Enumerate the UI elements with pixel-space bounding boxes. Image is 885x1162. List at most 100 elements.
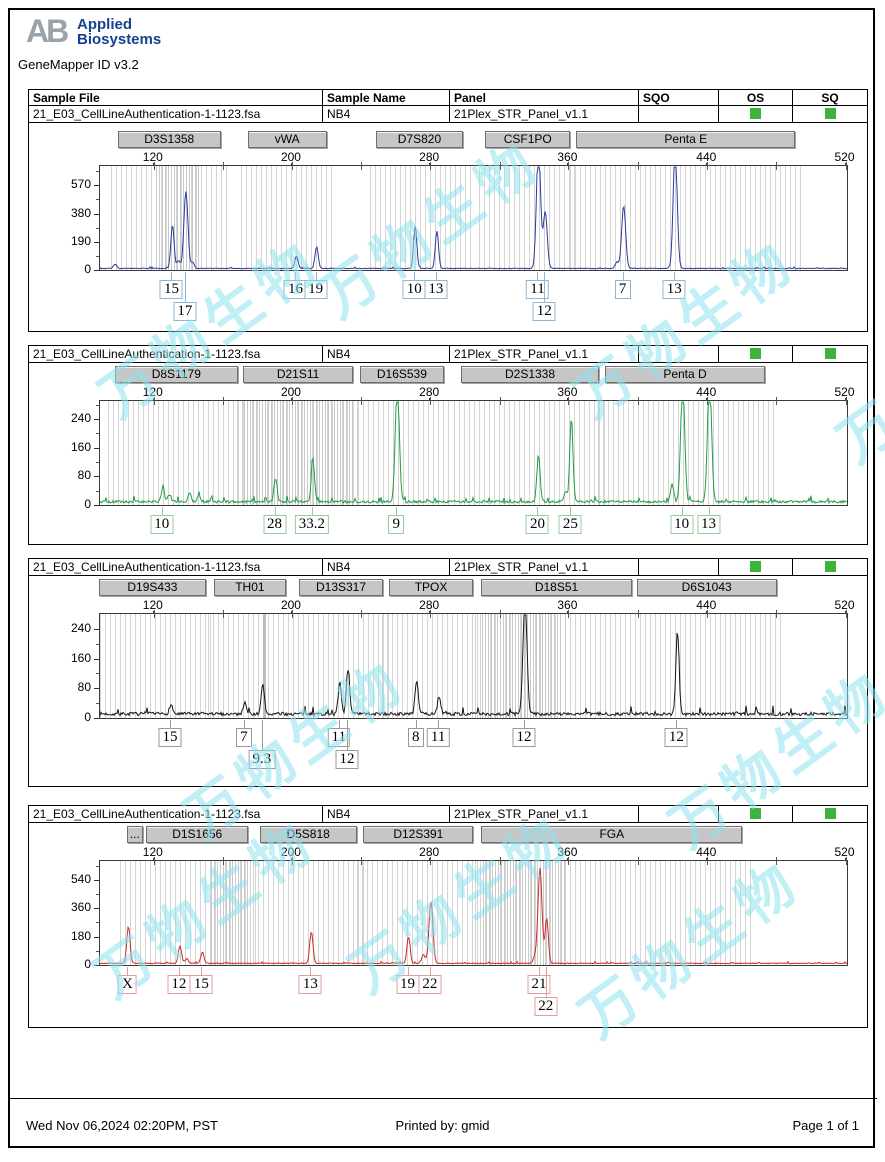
- y-axis-minor-tick: [96, 950, 99, 952]
- sample-name-value: NB4: [323, 559, 450, 575]
- marker-button-d12s391[interactable]: D12S391: [363, 826, 474, 843]
- sqo-value: [639, 106, 719, 122]
- allele-label[interactable]: 12: [167, 975, 191, 994]
- marker-button-d1s1656[interactable]: D1S1656: [146, 826, 249, 843]
- plot-top-tick: [707, 610, 709, 618]
- sample-name-value: NB4: [323, 106, 450, 122]
- allele-label[interactable]: X: [117, 975, 137, 994]
- footer-divider: [8, 1098, 877, 1099]
- allele-label[interactable]: 9: [388, 515, 405, 534]
- plot-top-tick: [707, 397, 709, 405]
- bin-highlight-line: [262, 614, 266, 718]
- x-axis-tick-label: 120: [142, 150, 163, 164]
- allele-call-area: X 12 15 13 19 22 21 22: [99, 967, 846, 1027]
- allele-label[interactable]: 10: [402, 280, 426, 299]
- plot-top-tick: [776, 857, 778, 865]
- allele-label[interactable]: 19: [396, 975, 419, 994]
- y-axis-labels: 0 80 160 240: [29, 363, 99, 544]
- allele-label[interactable]: 9.3: [248, 750, 276, 769]
- marker-button-vwa[interactable]: vWA: [247, 131, 327, 148]
- allele-label[interactable]: 10: [670, 515, 694, 534]
- allele-label[interactable]: 7: [235, 728, 252, 747]
- marker-button-[interactable]: ...: [126, 826, 144, 843]
- marker-button-fga[interactable]: FGA: [481, 826, 743, 843]
- allele-connector-line: [347, 720, 348, 751]
- plot-top-tick: [499, 397, 501, 405]
- y-axis-tick-mark: [94, 658, 99, 660]
- x-axis-tick-label: 120: [142, 845, 163, 859]
- marker-button-d3s1358[interactable]: D3S1358: [117, 131, 221, 148]
- allele-connector-line: [311, 507, 313, 516]
- marker-button-d2s1338[interactable]: D2S1338: [460, 366, 600, 383]
- marker-button-d21s11[interactable]: D21S11: [243, 366, 353, 383]
- marker-button-d18s51[interactable]: D18S51: [481, 579, 632, 596]
- allele-label[interactable]: 12: [512, 728, 536, 747]
- allele-label[interactable]: 17: [173, 302, 197, 321]
- allele-connector-line: [537, 507, 539, 516]
- y-axis-tick-label: 240: [70, 620, 91, 635]
- x-axis-tick-label: 280: [419, 845, 440, 859]
- plot-top-tick: [707, 857, 709, 865]
- plot-top-tick: [222, 162, 224, 170]
- y-axis-tick-label: 190: [70, 233, 91, 248]
- allele-label[interactable]: 12: [664, 728, 688, 747]
- y-axis-tick-mark: [94, 241, 99, 243]
- y-axis-tick-label: 540: [70, 871, 91, 886]
- marker-button-d19s433[interactable]: D19S433: [99, 579, 206, 596]
- marker-button-csf1po[interactable]: CSF1PO: [485, 131, 571, 148]
- allele-label[interactable]: 13: [662, 280, 686, 299]
- allele-label[interactable]: 15: [189, 975, 213, 994]
- allele-label[interactable]: 13: [298, 975, 322, 994]
- plot-top-tick: [845, 162, 847, 170]
- allele-label[interactable]: 28: [263, 515, 287, 534]
- allele-label[interactable]: 22: [534, 997, 558, 1016]
- allele-label[interactable]: 8: [407, 728, 424, 747]
- marker-button-d16s539[interactable]: D16S539: [359, 366, 445, 383]
- allele-label[interactable]: 33.2: [294, 515, 330, 534]
- allele-label[interactable]: 13: [697, 515, 721, 534]
- y-axis-minor-tick: [96, 199, 99, 201]
- marker-button-d7s820[interactable]: D7S820: [376, 131, 463, 148]
- y-axis-tick-mark: [94, 688, 99, 690]
- allele-label[interactable]: 13: [424, 280, 448, 299]
- allele-label[interactable]: 11: [327, 728, 351, 747]
- plot-top-tick: [430, 857, 432, 865]
- plot-top-tick: [291, 162, 293, 170]
- allele-bin-lines: [478, 166, 579, 270]
- marker-button-th01[interactable]: TH01: [214, 579, 286, 596]
- allele-label[interactable]: 20: [525, 515, 549, 534]
- allele-label[interactable]: 25: [558, 515, 582, 534]
- marker-button-pentae[interactable]: Penta E: [576, 131, 796, 148]
- plot-area: [94, 162, 848, 271]
- allele-label[interactable]: 11: [526, 280, 549, 299]
- allele-label[interactable]: 21: [527, 975, 551, 994]
- header-sample-file: Sample File: [29, 90, 323, 105]
- marker-button-d13s317[interactable]: D13S317: [299, 579, 383, 596]
- allele-label[interactable]: 12: [335, 750, 359, 769]
- allele-label[interactable]: 12: [532, 302, 556, 321]
- y-axis-tick-label: 80: [77, 680, 91, 695]
- allele-label[interactable]: 15: [158, 728, 182, 747]
- allele-bin-lines: [369, 166, 472, 270]
- allele-connector-line: [538, 967, 540, 976]
- marker-button-d5s818[interactable]: D5S818: [259, 826, 357, 843]
- printed-by: Printed by: gmid: [395, 1118, 490, 1133]
- allele-label[interactable]: 7: [614, 280, 631, 299]
- marker-button-d8s1179[interactable]: D8S1179: [114, 366, 238, 383]
- x-axis-tick-label: 120: [142, 385, 163, 399]
- brand-line1: Applied: [77, 16, 132, 33]
- allele-label[interactable]: 15: [159, 280, 183, 299]
- allele-label[interactable]: 10: [150, 515, 174, 534]
- allele-label[interactable]: 11: [426, 728, 450, 747]
- allele-label[interactable]: 22: [418, 975, 442, 994]
- plot-top-tick: [153, 397, 155, 405]
- plot-top-tick: [776, 610, 778, 618]
- marker-button-tpox[interactable]: TPOX: [388, 579, 474, 596]
- allele-label[interactable]: 19: [304, 280, 328, 299]
- plot-top-tick: [637, 610, 639, 618]
- x-axis-tick-label: 440: [696, 845, 717, 859]
- marker-button-d6s1043[interactable]: D6S1043: [636, 579, 777, 596]
- brand-line2: Biosystems: [77, 31, 162, 48]
- marker-button-pentad[interactable]: Penta D: [604, 366, 766, 383]
- y-axis-tick-mark: [94, 936, 99, 938]
